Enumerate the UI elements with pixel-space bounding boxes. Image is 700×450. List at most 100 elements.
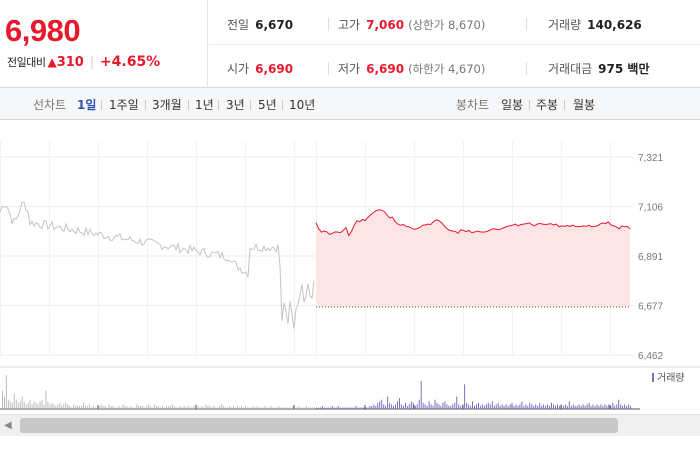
volume-bar [316, 407, 317, 409]
high-value: 7,060 [366, 18, 405, 32]
volume-bar [479, 405, 481, 409]
volume-bar [57, 404, 59, 409]
volume-bar [288, 407, 290, 409]
volume-bar [474, 405, 475, 409]
volume-bar [381, 399, 383, 409]
prev-day-series [0, 201, 315, 329]
volume-bar [466, 402, 468, 409]
price-chart[interactable]: 7,321 7,106 6,891 6,677 6,462 거래량 [0, 121, 700, 411]
volume-bar [371, 405, 373, 409]
day-high: 고가 7,060 (상한가 8,670) [338, 16, 485, 33]
volume-bar [422, 402, 424, 409]
volume-bar [539, 402, 541, 409]
volume-bar [15, 399, 17, 409]
period-10y[interactable]: 10년 [289, 98, 316, 112]
volume-bar [531, 404, 533, 409]
prev-close-value: 6,670 [255, 18, 294, 32]
candle-weekly[interactable]: 주봉 [536, 98, 559, 112]
volume-bar [37, 404, 39, 409]
volume-bar [582, 404, 584, 409]
volume-bar [310, 407, 312, 409]
volume-bar [130, 405, 132, 409]
volume-bar [507, 405, 509, 409]
volume-bar [171, 404, 173, 409]
volume-bar [199, 407, 201, 409]
volume-bar [286, 407, 288, 409]
volume-bar [472, 401, 473, 409]
volume-bar [454, 402, 456, 409]
volume-bar [521, 401, 523, 409]
volume-bar [357, 407, 359, 409]
scroll-left-icon[interactable]: ◀ [4, 420, 12, 431]
volume-bar [100, 404, 102, 409]
volume-bar [533, 405, 535, 409]
volume-bar [543, 404, 545, 409]
volume-bar [578, 404, 580, 409]
volume-bar [517, 405, 519, 409]
period-5y[interactable]: 5년 [258, 98, 277, 112]
volume-bar [154, 404, 156, 409]
period-3m[interactable]: 3개월 [152, 98, 182, 112]
volume-legend-swatch [652, 373, 654, 382]
volume-bar [515, 404, 517, 409]
divider [529, 100, 530, 110]
volume-bar [55, 405, 57, 409]
volume-bar [67, 404, 69, 409]
period-1w[interactable]: 1주일 [109, 98, 139, 112]
volume-bar [49, 404, 51, 409]
chart-scrollbar[interactable]: ◀ [0, 414, 700, 436]
volume-bar [399, 398, 400, 409]
volume-bar [397, 401, 398, 409]
volume-bar [314, 407, 315, 409]
volume-bar [525, 404, 527, 409]
volume-bar [43, 404, 45, 409]
volume-bar [114, 407, 116, 409]
volume-bar [349, 407, 351, 409]
volume-bar [395, 404, 396, 409]
prev-day-line [0, 201, 315, 329]
volume-bar [53, 404, 55, 409]
volume-bar [363, 407, 365, 409]
scroll-thumb[interactable] [20, 418, 618, 433]
volume-bar [280, 407, 282, 409]
volume-bar [282, 407, 284, 409]
volume-bar [75, 405, 77, 409]
volume-bar [499, 405, 501, 409]
volume-bar [203, 407, 205, 409]
period-1y[interactable]: 1년 [195, 98, 214, 112]
volume-bar [266, 407, 268, 409]
y-axis-ticks: 7,321 7,106 6,891 6,677 6,462 [638, 153, 663, 362]
prev-close-label: 전일 [227, 18, 250, 32]
open-label: 시가 [227, 62, 250, 76]
period-3y[interactable]: 3년 [226, 98, 245, 112]
volume-bar [501, 404, 503, 409]
lower-limit: (하한가 4,670) [408, 62, 486, 76]
volume-bar [304, 407, 306, 409]
volume-bar [252, 405, 254, 409]
volume-bar [351, 407, 353, 409]
volume-bar [389, 402, 391, 409]
volume-bar [41, 399, 43, 409]
volume-bar [400, 404, 402, 409]
candle-monthly[interactable]: 월봉 [573, 98, 596, 112]
volume-bar [485, 404, 487, 409]
volume-bar [616, 404, 618, 409]
volume-bar [339, 407, 341, 409]
upper-limit: (상한가 8,670) [408, 18, 486, 32]
volume-bar [519, 404, 521, 409]
volume-bar [476, 404, 477, 409]
volume-bar [343, 407, 345, 409]
volume-bar [284, 407, 286, 409]
volume-bar [612, 402, 614, 409]
up-triangle-icon: ▲ [47, 55, 57, 69]
volume-bar [98, 405, 100, 409]
volume-bar [221, 404, 223, 409]
volume-bar [355, 405, 357, 409]
volume-bar [408, 404, 410, 409]
volume-bar [432, 405, 434, 409]
volume-bar [191, 407, 193, 409]
candle-daily[interactable]: 일봉 [501, 98, 524, 112]
volume: 거래량 140,626 [548, 16, 642, 33]
volume-bar [77, 405, 78, 409]
period-1d[interactable]: 1일 [77, 98, 97, 112]
